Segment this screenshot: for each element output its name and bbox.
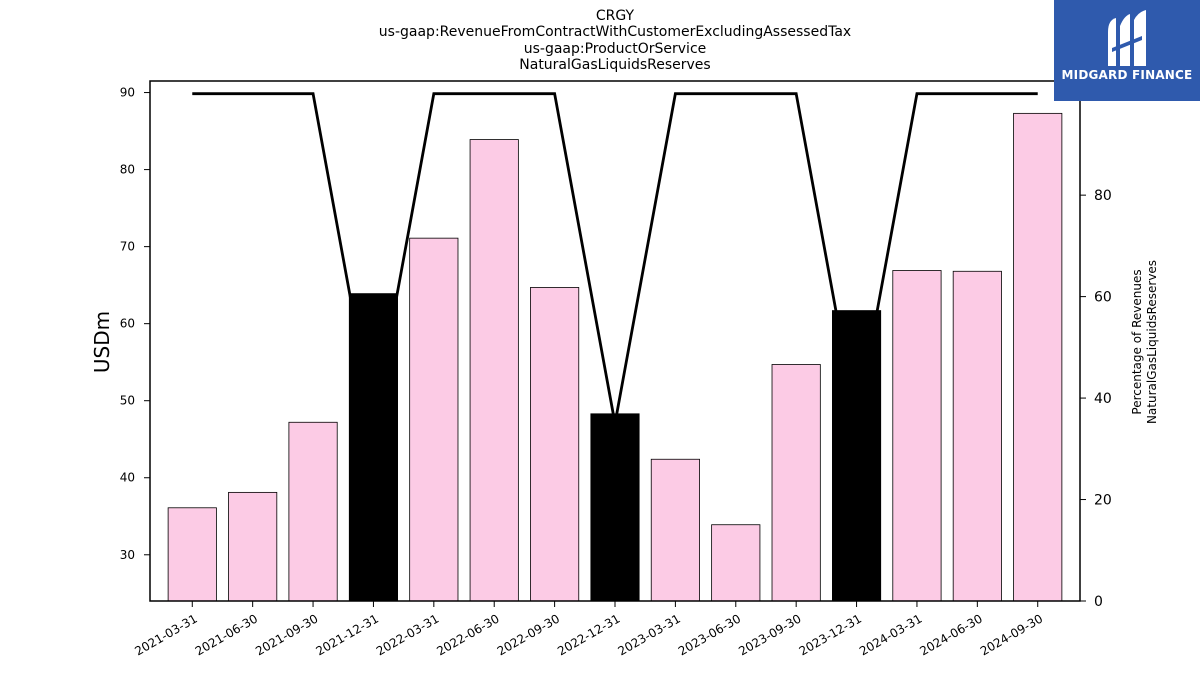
y2-tick-label: 60 — [1094, 290, 1112, 306]
bar-2024-09-30 — [1013, 112, 1063, 602]
y-tick-label: 90 — [120, 86, 135, 100]
chart-title-line-4: NaturalGasLiquidsReserves — [519, 57, 710, 73]
left-y-axis: 30 40 50 60 70 80 90 — [120, 86, 150, 562]
x-tick-label: 2022-03-31 — [374, 611, 441, 658]
right-y-axis: 020406080100 — [1080, 87, 1121, 610]
bar-2021-06-30 — [228, 491, 278, 602]
x-tick-label: 2023-12-31 — [797, 611, 864, 658]
bar-2023-06-30 — [711, 524, 761, 602]
y2-tick-label: 80 — [1094, 188, 1112, 204]
chart-title: CRGY us-gaap:RevenueFromContractWithCust… — [379, 8, 851, 73]
x-tick-label: 2022-12-31 — [555, 611, 622, 658]
y2-axis-label-line-1: Percentage of Revenues — [1130, 269, 1144, 414]
bar-2022-06-30 — [469, 139, 519, 602]
x-tick-label: 2022-06-30 — [434, 611, 501, 658]
y-axis-label: USDm — [90, 311, 114, 373]
y-tick-label: 80 — [120, 163, 135, 177]
x-axis: 2021-03-312021-06-302021-09-302021-12-31… — [132, 601, 1045, 658]
bar-2024-06-30 — [952, 270, 1002, 602]
x-tick-label: 2021-09-30 — [253, 611, 320, 658]
x-tick-label: 2021-06-30 — [193, 611, 260, 658]
y-tick-label: 40 — [120, 471, 135, 485]
logo-text: MIDGARD FINANCE — [1061, 68, 1193, 82]
midgard-logo-icon — [1108, 10, 1146, 66]
x-tick-label: 2024-09-30 — [978, 611, 1045, 658]
x-tick-label: 2021-03-31 — [132, 611, 199, 658]
bar-2024-03-31 — [892, 270, 942, 602]
x-tick-label: 2024-06-30 — [917, 611, 984, 658]
chart-title-line-2: us-gaap:RevenueFromContractWithCustomerE… — [379, 24, 851, 40]
y2-tick-label: 20 — [1094, 493, 1112, 509]
x-tick-label: 2023-06-30 — [676, 611, 743, 658]
chart-title-line-3: us-gaap:ProductOrService — [524, 41, 707, 57]
x-tick-label: 2021-12-31 — [314, 611, 381, 658]
bar-2022-09-30 — [530, 287, 580, 602]
line-series — [192, 92, 1038, 424]
bar-2023-03-31 — [650, 458, 700, 602]
chart-title-line-1: CRGY — [596, 8, 635, 24]
bar-2022-03-31 — [409, 237, 459, 602]
bar-2021-03-31 — [167, 507, 217, 602]
logo: MIDGARD FINANCE — [1054, 0, 1200, 101]
y-tick-label: 60 — [120, 317, 135, 331]
y2-tick-label: 0 — [1094, 594, 1103, 610]
x-tick-label: 2023-09-30 — [736, 611, 803, 658]
y-tick-label: 70 — [120, 240, 135, 254]
y-tick-label: 30 — [120, 548, 135, 562]
x-tick-label: 2023-03-31 — [615, 611, 682, 658]
bar-2021-09-30 — [288, 421, 338, 602]
bar-2021-12-31 — [348, 293, 398, 602]
y2-tick-label: 40 — [1094, 391, 1112, 407]
bar-2022-12-31 — [590, 413, 640, 602]
bar-2023-12-31 — [832, 310, 882, 602]
bar-series — [167, 112, 1063, 602]
y2-axis-label-line-2: NaturalGasLiquidsReserves — [1145, 260, 1159, 424]
y-tick-label: 50 — [120, 394, 135, 408]
x-tick-label: 2022-09-30 — [495, 611, 562, 658]
bar-2023-09-30 — [771, 364, 821, 602]
x-tick-label: 2024-03-31 — [857, 611, 924, 658]
